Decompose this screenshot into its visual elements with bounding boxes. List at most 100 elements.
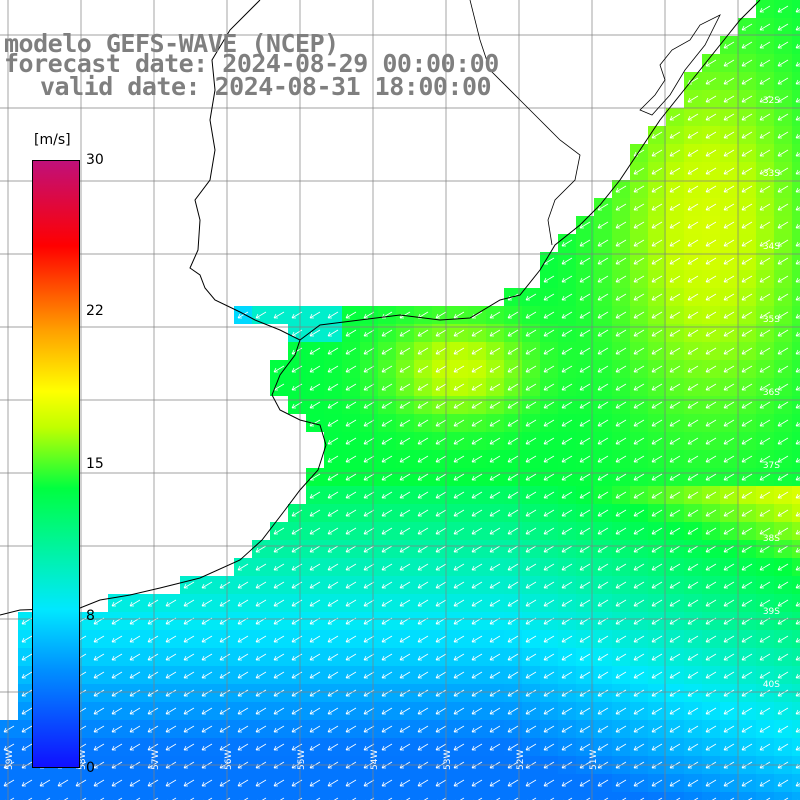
wind-arrow [705, 707, 717, 715]
wind-arrow [725, 797, 735, 800]
wind-arrow [183, 635, 195, 643]
wind-arrow [579, 455, 591, 463]
wind-arrow [759, 365, 771, 373]
wind-arrow [255, 743, 267, 751]
wind-cell [162, 792, 180, 800]
wind-arrow [23, 797, 33, 800]
wind-arrow [759, 131, 771, 139]
wind-arrow [741, 743, 753, 751]
latitude-labels: 32S 33S 34S 35S 36S 37S 38S 39S 40S [763, 96, 780, 690]
wind-arrow [669, 491, 681, 499]
wind-arrow [453, 779, 465, 787]
wind-arrow [741, 167, 753, 175]
wind-arrow [327, 491, 339, 499]
wind-arrow [381, 473, 393, 481]
wind-arrow [543, 599, 555, 607]
wind-arrow [525, 509, 537, 517]
wind-arrow [795, 403, 800, 409]
wind-arrow [435, 743, 447, 751]
wind-arrow [651, 275, 663, 283]
title-valid-date: valid date: 2024-08-31 18:00:00 [40, 72, 492, 101]
wind-arrow [615, 347, 627, 355]
wind-arrow [759, 635, 771, 643]
wind-arrow [759, 203, 771, 211]
wind-arrow [597, 581, 609, 589]
wind-arrow [273, 365, 285, 373]
wind-arrow [363, 653, 375, 661]
wind-cell [324, 792, 342, 800]
wind-arrow [633, 635, 645, 643]
wind-arrow [597, 293, 609, 301]
wind-arrow [777, 41, 789, 49]
wind-arrow [147, 599, 159, 607]
wind-arrow [21, 725, 33, 733]
wind-arrow [759, 5, 771, 13]
wind-arrow [723, 365, 735, 373]
wind-arrow [723, 113, 735, 121]
wind-arrow [417, 599, 429, 607]
wind-arrow [795, 241, 800, 247]
wind-arrow [381, 491, 393, 499]
wind-arrow [651, 203, 663, 211]
wind-arrow [561, 347, 573, 355]
wind-arrow [543, 527, 555, 535]
wind-cell [342, 792, 360, 800]
wind-arrow [309, 653, 321, 661]
wind-arrow [507, 653, 519, 661]
wind-arrow [687, 185, 699, 193]
wind-arrow [471, 779, 483, 787]
wind-arrow [795, 349, 800, 355]
title-model: modelo GEFS-WAVE (NCEP) [4, 29, 339, 58]
wind-arrow [723, 491, 735, 499]
wind-arrow [633, 257, 645, 265]
wind-arrow [401, 797, 411, 800]
wind-arrow [777, 23, 789, 31]
wind-arrow [327, 581, 339, 589]
wind-arrow [669, 329, 681, 337]
wind-arrow [381, 599, 393, 607]
wind-arrow [525, 419, 537, 427]
wind-arrow [759, 221, 771, 229]
wind-arrow [167, 797, 177, 800]
coastline [0, 0, 327, 616]
wind-arrow [707, 797, 717, 800]
wind-arrow [687, 149, 699, 157]
wind-arrow [455, 797, 465, 800]
wind-arrow [615, 221, 627, 229]
wind-arrow [651, 563, 663, 571]
wind-arrow [651, 653, 663, 661]
wind-arrow [381, 743, 393, 751]
wind-cell [792, 774, 800, 792]
wind-arrow [381, 527, 393, 535]
wind-arrow [741, 293, 753, 301]
wind-arrow [345, 545, 357, 553]
wind-arrow [327, 599, 339, 607]
wind-arrow [579, 401, 591, 409]
wind-arrow [525, 743, 537, 751]
wind-arrow [669, 437, 681, 445]
wind-arrow [453, 311, 465, 319]
wind-arrow [93, 707, 105, 715]
wind-arrow [633, 455, 645, 463]
wind-arrow [741, 599, 753, 607]
wind-arrow [615, 239, 627, 247]
wind-arrow [363, 419, 375, 427]
wind-arrow [435, 509, 447, 517]
wind-arrow [471, 455, 483, 463]
wind-arrow [777, 437, 789, 445]
wind-arrow [525, 491, 537, 499]
wind-arrow [273, 725, 285, 733]
wind-arrow [327, 401, 339, 409]
wind-arrow [453, 473, 465, 481]
wind-arrow [741, 311, 753, 319]
wind-arrow [687, 347, 699, 355]
wind-arrow [705, 437, 717, 445]
wind-arrow [633, 581, 645, 589]
wind-arrow [453, 347, 465, 355]
wind-arrow [363, 455, 375, 463]
wind-arrow [759, 41, 771, 49]
wind-arrow [759, 707, 771, 715]
wind-arrow [633, 599, 645, 607]
wind-arrow [651, 311, 663, 319]
wind-arrow [579, 437, 591, 445]
